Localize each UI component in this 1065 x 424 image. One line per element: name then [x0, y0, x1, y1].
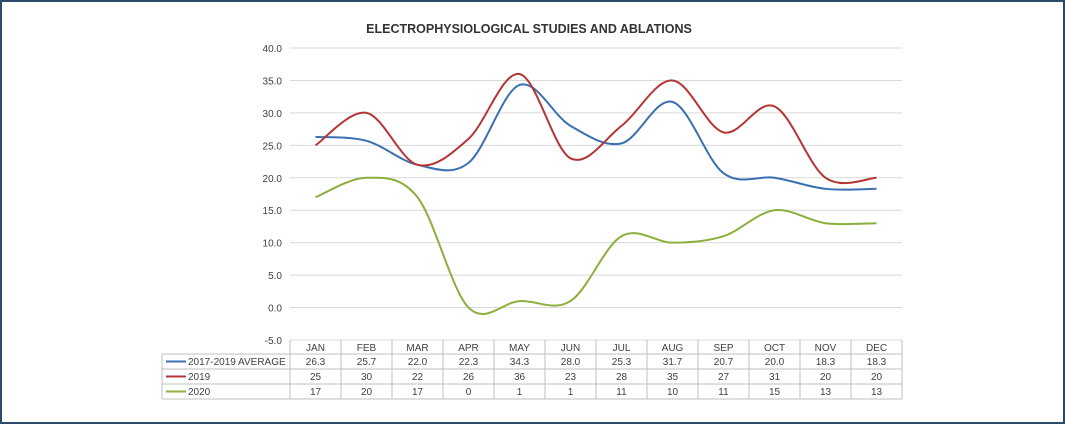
table-cell: 18.3: [816, 357, 836, 368]
table-cell: 11: [616, 387, 627, 398]
x-category-label: JUN: [561, 343, 580, 354]
y-tick-label: 25.0: [263, 141, 283, 152]
table-cell: 18.3: [867, 357, 887, 368]
table-cell: 36: [514, 372, 526, 383]
table-cell: 20.7: [714, 357, 734, 368]
series-2019-line: [314, 72, 877, 185]
table-cell: 35: [667, 372, 679, 383]
y-tick-label: -5.0: [265, 336, 283, 347]
table-cell: 25.3: [612, 357, 632, 368]
table-cell: 28.0: [561, 357, 581, 368]
y-tick-label: 20.0: [263, 174, 283, 185]
y-tick-label: 30.0: [263, 109, 283, 120]
table-cell: 31.7: [663, 357, 683, 368]
table-cell: 11: [718, 387, 729, 398]
y-tick-label: 35.0: [263, 76, 283, 87]
x-category-label: JUL: [613, 343, 631, 354]
y-tick-label: 0.0: [268, 304, 282, 315]
table-cell: 25.7: [357, 357, 377, 368]
series-2017-2019-average-legend-label: 2017-2019 AVERAGE: [188, 357, 286, 368]
table-cell: 31: [769, 372, 781, 383]
x-category-label: AUG: [662, 343, 684, 354]
table-cell: 22.3: [459, 357, 479, 368]
table-cell: 22: [412, 372, 424, 383]
series-2020-legend-label: 2020: [188, 387, 211, 398]
table-cell: 1: [517, 387, 523, 398]
table-cell: 1: [568, 387, 574, 398]
y-tick-label: 5.0: [268, 271, 282, 282]
table-cell: 26: [463, 372, 475, 383]
table-cell: 26.3: [306, 357, 326, 368]
series-2017-2019-average-line: [315, 83, 877, 191]
x-category-label: JAN: [306, 343, 325, 354]
table-cell: 25: [310, 372, 322, 383]
series-2020-line: [315, 176, 877, 315]
table-cell: 28: [616, 372, 628, 383]
table-cell: 27: [718, 372, 730, 383]
table-cell: 0: [466, 387, 472, 398]
table-cell: 20: [820, 372, 832, 383]
table-cell: 34.3: [510, 357, 530, 368]
x-category-label: MAR: [406, 343, 428, 354]
y-tick-label: 10.0: [263, 239, 283, 250]
x-category-label: OCT: [764, 343, 785, 354]
chart-title: ELECTROPHYSIOLOGICAL STUDIES AND ABLATIO…: [366, 22, 692, 36]
x-category-label: DEC: [866, 343, 887, 354]
table-cell: 13: [820, 387, 832, 398]
table-cell: 20: [871, 372, 883, 383]
table-cell: 30: [361, 372, 373, 383]
table-cell: 20.0: [765, 357, 785, 368]
x-category-label: FEB: [357, 343, 377, 354]
table-cell: 17: [412, 387, 424, 398]
table-cell: 13: [871, 387, 883, 398]
x-category-label: MAY: [509, 343, 530, 354]
table-cell: 22.0: [408, 357, 428, 368]
table-cell: 10: [667, 387, 679, 398]
x-category-label: SEP: [713, 343, 733, 354]
table-cell: 15: [769, 387, 781, 398]
table-cell: 17: [310, 387, 322, 398]
x-category-label: NOV: [815, 343, 837, 354]
table-cell: 20: [361, 387, 373, 398]
y-tick-label: 40.0: [263, 44, 283, 55]
y-tick-label: 15.0: [263, 206, 283, 217]
x-category-label: APR: [458, 343, 479, 354]
table-cell: 23: [565, 372, 577, 383]
series-2019-legend-label: 2019: [188, 372, 211, 383]
